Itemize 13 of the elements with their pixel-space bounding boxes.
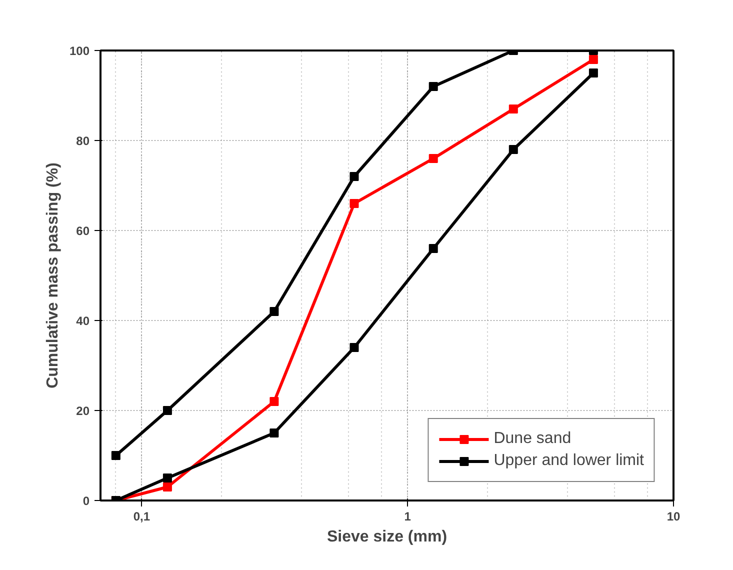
y-tick-label: 0 [82,494,90,508]
y-tick-label: 20 [76,404,90,418]
legend-label: Upper and lower limit [494,452,644,470]
x-tick-label: 1 [404,510,412,524]
legend-label: Dune sand [494,430,572,448]
y-tick-label: 40 [76,314,90,328]
y-axis-title: Cumulative mass passing (%) [44,162,62,388]
x-axis-title: Sieve size (mm) [326,528,448,546]
x-tick-label: 0,1 [133,510,150,524]
y-tick-label: 100 [69,44,90,58]
y-tick-label: 60 [76,224,90,238]
x-tick-label: 10 [666,510,680,524]
y-tick-label: 80 [76,134,90,148]
